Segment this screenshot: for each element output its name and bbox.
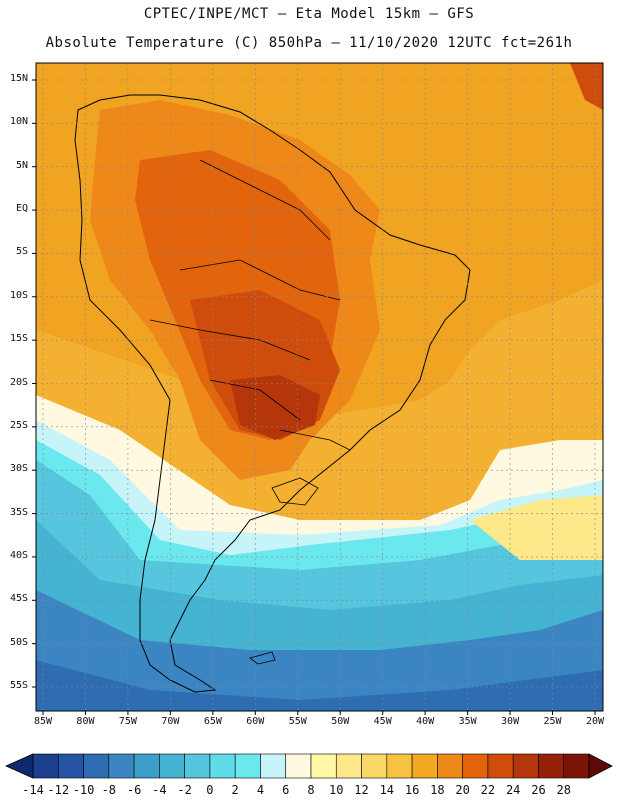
colorbar-label: -14 (22, 783, 44, 797)
lon-label: 25W (543, 716, 562, 727)
chart-title-line1: CPTEC/INPE/MCT – Eta Model 15km – GFS (143, 6, 475, 22)
lat-label: 20S (9, 376, 28, 388)
colorbar-label: 24 (505, 783, 521, 797)
colorbar-label: 28 (556, 783, 571, 797)
colorbar-label: 16 (404, 783, 420, 797)
lat-label: 25S (9, 419, 28, 431)
colorbar-label: 4 (256, 783, 265, 797)
colorbar-label: -12 (47, 783, 70, 797)
colorbar-swatch (512, 753, 539, 779)
colorbar-swatch (108, 753, 135, 779)
colorbar-label: 6 (282, 783, 290, 797)
colorbar-swatch (437, 753, 463, 779)
colorbar-swatch (234, 753, 261, 779)
lon-label: 35W (458, 716, 477, 727)
colorbar-label: 20 (455, 783, 470, 797)
colorbar-swatch (462, 753, 489, 779)
colorbar-label: 10 (329, 783, 344, 797)
colorbar-swatch (335, 753, 362, 779)
colorbar-low-arrow (5, 753, 34, 779)
colorbar-swatch (361, 753, 388, 779)
lat-label: 45S (9, 593, 28, 605)
lon-label: 85W (33, 716, 53, 727)
lat-label: 15S (9, 333, 28, 345)
lon-label: 30W (501, 716, 520, 727)
colorbar-label: 26 (531, 783, 546, 797)
lat-label: 10N (9, 116, 28, 128)
axis-ticks (32, 79, 596, 715)
lon-label: 70W (161, 716, 180, 727)
colorbar-label: 2 (231, 783, 239, 797)
colorbar-swatch (159, 753, 185, 779)
lon-label: 55W (288, 716, 307, 727)
colorbar-swatch (386, 753, 413, 779)
colorbar-label: -8 (101, 783, 117, 797)
colorbar-label: -10 (72, 783, 95, 797)
lat-label: 5N (15, 159, 28, 171)
lat-label: 15N (9, 73, 28, 84)
lon-label: 45W (373, 716, 392, 727)
colorbar-swatch (83, 753, 110, 779)
colorbar-swatch (32, 753, 59, 779)
colorbar-label: -4 (152, 783, 167, 797)
lon-label: 60W (246, 716, 265, 727)
colorbar-label: 12 (354, 783, 369, 797)
colorbar-swatch (57, 753, 84, 779)
uruguay-outline (271, 477, 319, 506)
lat-label: 40S (9, 549, 28, 561)
colorbar-label: 0 (206, 783, 214, 797)
lat-label: 55S (9, 680, 28, 691)
field-band-minus10 (36, 660, 603, 711)
colorbar-swatch (184, 753, 211, 779)
colorbar-swatch (411, 753, 438, 779)
colorbar-swatch (538, 753, 565, 779)
colorbar-swatch (133, 753, 160, 779)
lat-label: 50S (9, 636, 28, 648)
field-band-minus8 (36, 590, 603, 711)
colorbar-label: 22 (480, 783, 496, 797)
colorbar-label: 14 (379, 783, 395, 797)
chart-title-line2: Absolute Temperature (C) 850hPa – 11/10/… (45, 35, 573, 51)
colorbar-swatch (487, 753, 514, 779)
colorbar-swatch (209, 753, 236, 779)
lat-label: 30S (9, 463, 28, 475)
field-subtropical-high (470, 495, 603, 560)
map-frame (35, 62, 604, 712)
graticule (36, 63, 603, 711)
colorbar-label: 8 (307, 783, 315, 797)
colorbar-label: 18 (430, 783, 445, 797)
lon-label: 80W (76, 716, 95, 727)
falklands-outline (249, 651, 276, 665)
colorbar-label: -2 (177, 783, 192, 797)
lat-label: 35S (9, 506, 28, 518)
lat-label: 5S (15, 246, 28, 258)
lon-label: 75W (118, 716, 137, 727)
colorbar-label: -6 (126, 783, 142, 797)
continent-outline (74, 94, 471, 693)
lon-label: 20W (585, 716, 605, 727)
country-borders (149, 159, 351, 451)
lat-label: 10S (9, 289, 28, 301)
colorbar-swatch (310, 753, 337, 779)
colorbar-swatch (285, 753, 312, 779)
lon-label: 50W (331, 716, 350, 727)
colorbar-high-arrow (588, 753, 613, 779)
lon-label: 65W (203, 716, 222, 727)
colorbar-swatch (563, 753, 590, 779)
lat-label: EQ (15, 203, 28, 215)
lon-label: 40W (416, 716, 435, 727)
colorbar-swatch (260, 753, 287, 779)
